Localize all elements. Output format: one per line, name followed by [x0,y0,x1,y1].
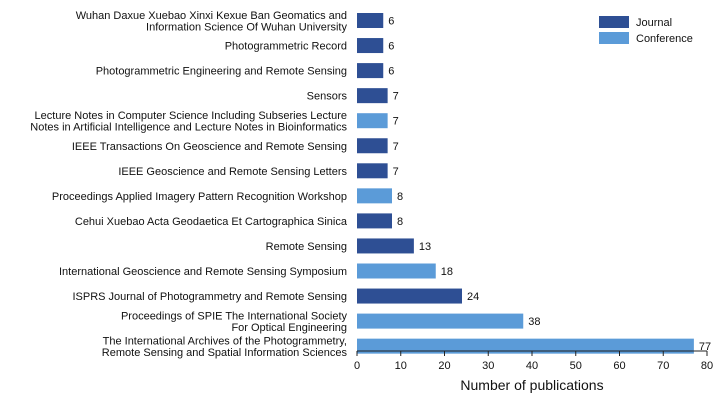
category-label: IEEE Geoscience and Remote Sensing Lette… [118,166,347,178]
bar-value-label: 8 [397,216,403,228]
bar-value-label: 38 [528,316,540,328]
bar-value-label: 7 [393,166,399,178]
bar [357,13,384,28]
bar [357,38,384,54]
bar-value-label: 7 [393,91,399,103]
x-tick-label: 80 [701,360,713,372]
legend-label: Journal [636,17,672,29]
bar-value-label: 8 [397,191,403,203]
x-axis: 0 10 20 30 40 50 60 70 80 [354,350,713,372]
bar [357,113,388,129]
bar [357,163,388,179]
bar [357,63,384,79]
category-label: Photogrammetric Record [225,41,347,53]
bar-value-label: 7 [393,116,399,128]
x-tick-label: 30 [482,360,494,372]
x-tick-label: 70 [657,360,669,372]
category-label: International Geoscience and Remote Sens… [59,266,347,278]
x-tick-label: 40 [526,360,538,372]
category-label: The International Archives of the Photog… [102,335,348,359]
category-label: Sensors [307,91,348,103]
bar-value-label: 6 [388,66,394,78]
bar [357,88,388,104]
bar-value-label: 6 [388,41,394,53]
x-tick-label: 0 [354,360,360,372]
category-label: Cehui Xuebao Acta Geodaetica Et Cartogra… [75,216,348,228]
x-tick-label: 20 [438,360,450,372]
category-label: Proceedings of SPIE The International So… [121,310,348,334]
x-tick-label: 10 [395,360,407,372]
x-tick-label: 50 [570,360,582,372]
category-label: Lecture Notes in Computer Science Includ… [30,110,347,134]
bar [357,188,392,204]
bar-value-label: 7 [393,141,399,153]
category-label: ISPRS Journal of Photogrammetry and Remo… [72,291,347,303]
category-labels-layer: 6 Wuhan Daxue Xuebao Xinxi Kexue Ban Geom… [30,10,711,359]
category-label: Remote Sensing [266,241,347,253]
x-tick-label: 60 [613,360,625,372]
bar [357,138,388,154]
bar [357,263,436,279]
category-label: Proceedings Applied Imagery Pattern Reco… [52,191,347,203]
category-label: IEEE Transactions On Geoscience and Remo… [72,141,347,153]
bar [357,313,524,329]
legend-swatch [599,32,629,44]
bar-value-label: 6 [388,16,394,28]
bar [357,338,694,354]
bar-value-label: 18 [441,266,453,278]
bar [357,213,392,229]
category-label: Wuhan Daxue Xuebao Xinxi Kexue Ban Geoma… [76,10,348,34]
legend-label: Conference [636,33,693,45]
bar [357,288,462,304]
bars-layer [357,13,694,354]
legend: Journal Conference [599,16,693,45]
legend-swatch [599,16,629,28]
bar [357,238,414,254]
category-label: Photogrammetric Engineering and Remote S… [96,66,347,78]
bar-value-label: 13 [419,241,431,253]
x-axis-title: Number of publications [460,377,603,393]
bar-value-label: 24 [467,291,479,303]
bar-value-label: 77 [699,341,711,353]
